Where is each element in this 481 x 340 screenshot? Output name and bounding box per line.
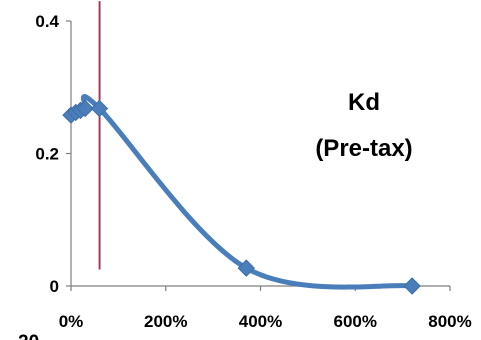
x-tick-label: 0% bbox=[59, 312, 84, 331]
data-point-marker bbox=[403, 277, 421, 295]
tick-labels: 0 0.2 0.4 0% 200% 400% 600% 800% bbox=[35, 12, 471, 331]
x-tick-label: 600% bbox=[334, 312, 377, 331]
data-point-marker bbox=[76, 99, 94, 118]
y-tick-label: 0 bbox=[50, 277, 59, 296]
partial-label: 20 bbox=[18, 332, 39, 340]
series-group bbox=[62, 94, 421, 295]
annotation: Kd (Pre-tax) bbox=[315, 89, 412, 162]
x-tick-label: 800% bbox=[428, 312, 471, 331]
data-point-marker bbox=[90, 99, 109, 118]
annotation-line-2: (Pre-tax) bbox=[315, 135, 412, 162]
y-tick-label: 0.2 bbox=[35, 145, 59, 164]
annotation-line-1: Kd bbox=[348, 89, 380, 116]
series-line bbox=[68, 94, 415, 290]
x-tick-label: 200% bbox=[144, 312, 187, 331]
reference-lines bbox=[98, 1, 101, 270]
data-point-marker bbox=[237, 259, 255, 277]
y-tick-label: 0.4 bbox=[35, 12, 59, 31]
x-tick-label: 400% bbox=[239, 312, 282, 331]
